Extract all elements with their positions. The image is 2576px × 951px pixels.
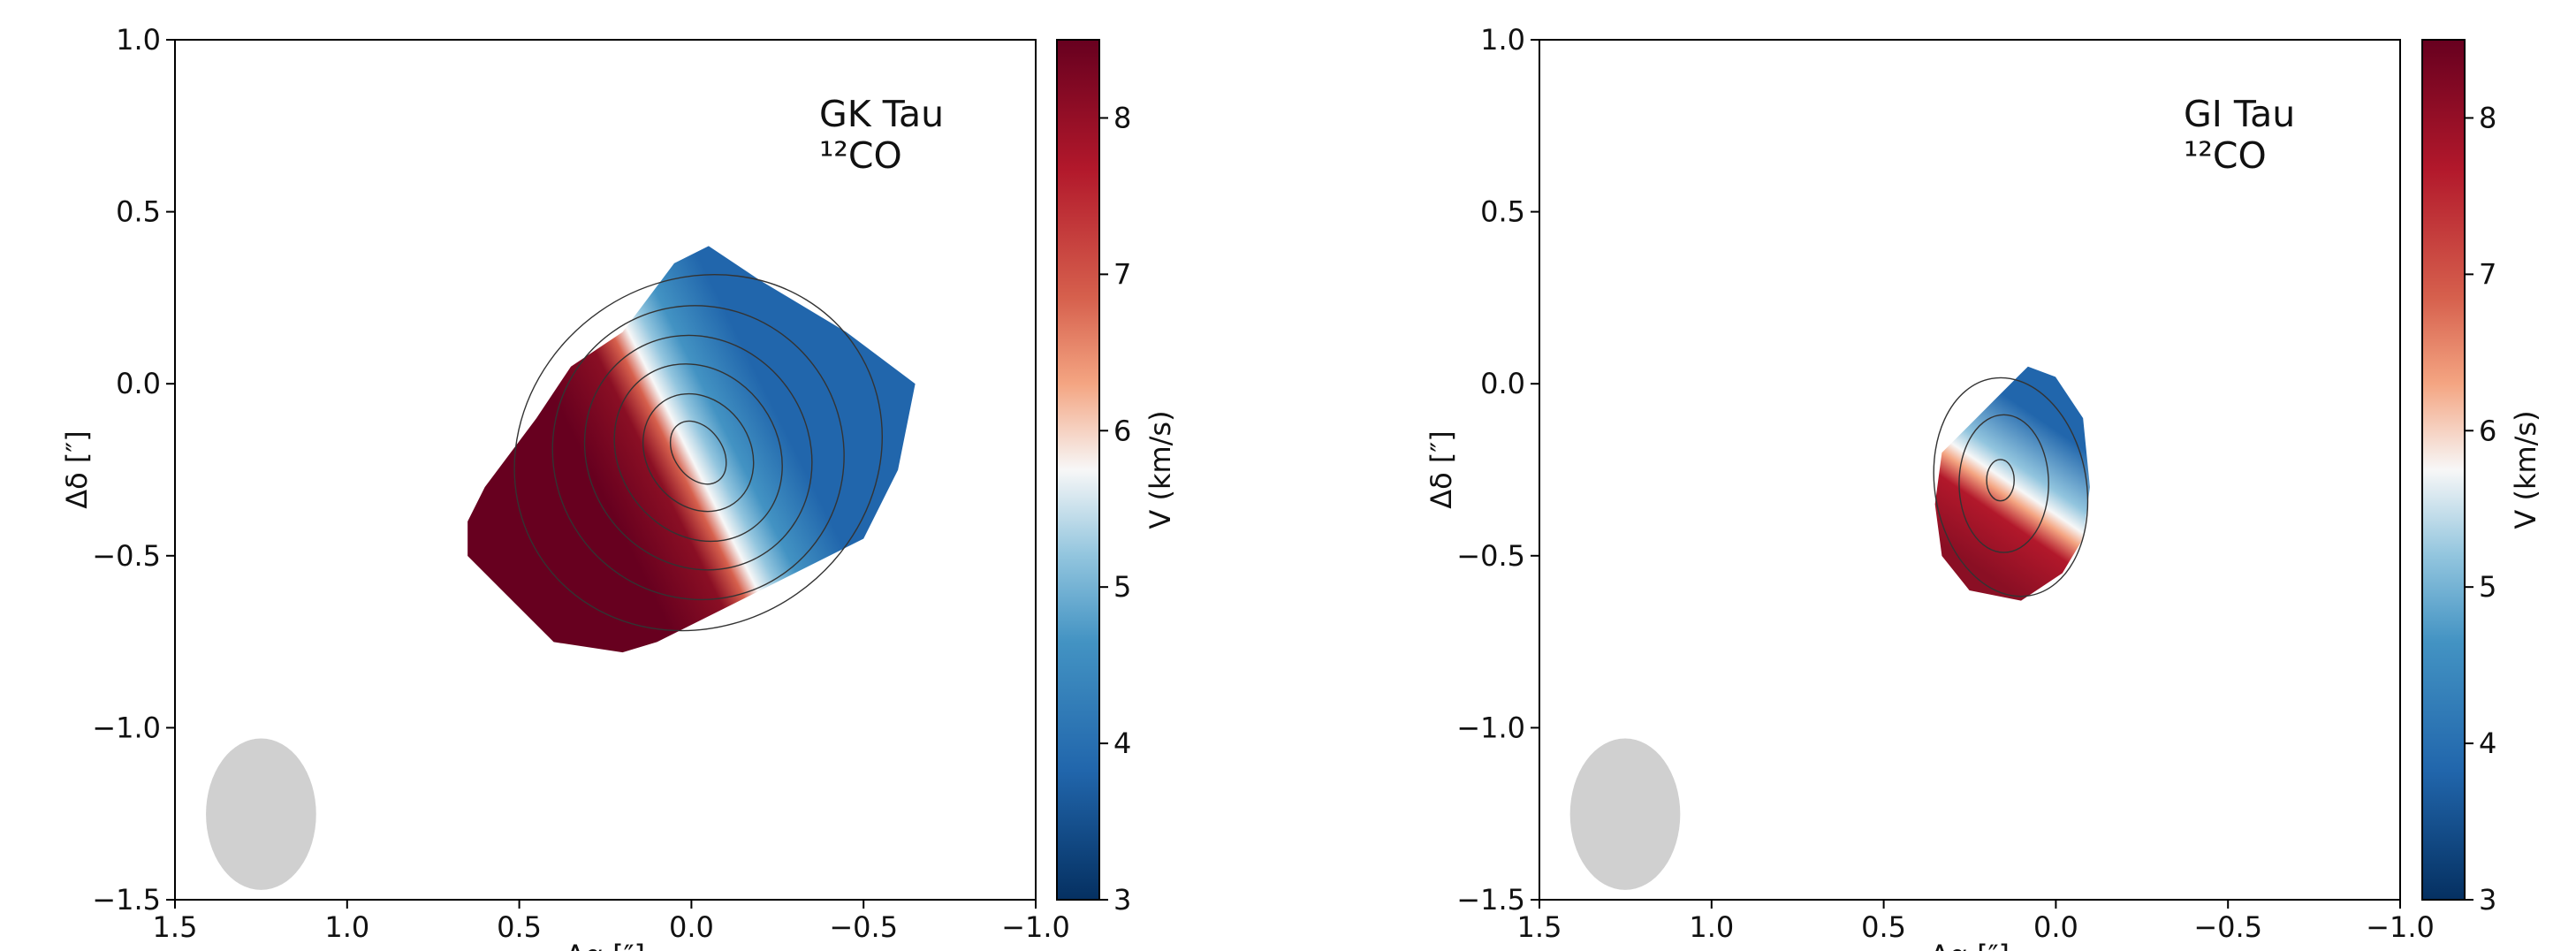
colorbar-tick-label: 4 [1113, 727, 1131, 760]
x-tick-label: 1.0 [1689, 910, 1734, 944]
x-tick-label: −1.0 [2366, 910, 2435, 944]
x-tick-label: 1.0 [324, 910, 369, 944]
colorbar-tick-label: 6 [1113, 414, 1131, 447]
colorbar-tick-label: 3 [1113, 883, 1131, 917]
y-tick-label: 1.0 [116, 23, 161, 57]
velocity-map-gi-tau [1570, 365, 2105, 889]
y-tick-label: 0.0 [116, 367, 161, 400]
velocity-map-gk-tau [206, 203, 952, 890]
colorbar-tick-label: 5 [2479, 570, 2496, 604]
colorbar-tick-label: 6 [2479, 414, 2496, 447]
y-tick-label: 0.5 [1480, 195, 1525, 229]
colorbar-tick-label: 8 [2479, 101, 2496, 134]
y-tick-label: −1.5 [1456, 883, 1525, 917]
colorbar-tick-label: 4 [2479, 727, 2496, 760]
x-tick-label: 0.5 [497, 910, 542, 944]
y-tick-label: 0.5 [116, 195, 161, 229]
colorbar-tick-label: 5 [1113, 570, 1131, 604]
x-axis-label: Δα [″] [566, 939, 645, 951]
colorbar-tick-label: 3 [2479, 883, 2496, 917]
annotation: GI Tau [2184, 93, 2295, 135]
colorbar [1057, 40, 1099, 900]
y-tick-label: −1.0 [1456, 711, 1525, 744]
y-axis-label: Δδ [″] [60, 430, 94, 509]
tracer-label: ¹²CO [819, 134, 902, 177]
x-tick-label: −0.5 [2193, 910, 2262, 944]
x-tick-label: −1.0 [1001, 910, 1070, 944]
tracer-label: ¹²CO [2184, 134, 2267, 177]
colorbar-tick-label: 8 [1113, 101, 1131, 134]
page: 1.51.00.50.0−0.5−1.0−1.5−1.0−0.50.00.51.… [0, 0, 2576, 951]
colorbar-label: V (km/s) [2509, 410, 2542, 529]
figure: 1.51.00.50.0−0.5−1.0−1.5−1.0−0.50.00.51.… [0, 0, 2576, 951]
y-tick-label: −0.5 [1456, 539, 1525, 573]
x-tick-label: 0.0 [669, 910, 714, 944]
y-tick-label: −1.0 [92, 711, 161, 744]
x-tick-label: −0.5 [829, 910, 898, 944]
y-tick-label: −1.5 [92, 883, 161, 917]
annotation: GK Tau [819, 93, 944, 135]
colorbar-label: V (km/s) [1144, 410, 1177, 529]
x-axis-label: Δα [″] [1930, 939, 2010, 951]
colorbar [2422, 40, 2465, 900]
colorbar-tick-label: 7 [2479, 257, 2496, 291]
y-tick-label: 0.0 [1480, 367, 1525, 400]
y-tick-label: 1.0 [1480, 23, 1525, 57]
x-tick-label: 0.0 [2033, 910, 2078, 944]
y-axis-label: Δδ [″] [1425, 430, 1458, 509]
x-tick-label: 0.5 [1861, 910, 1906, 944]
colorbar-tick-label: 7 [1113, 257, 1131, 291]
y-tick-label: −0.5 [92, 539, 161, 573]
